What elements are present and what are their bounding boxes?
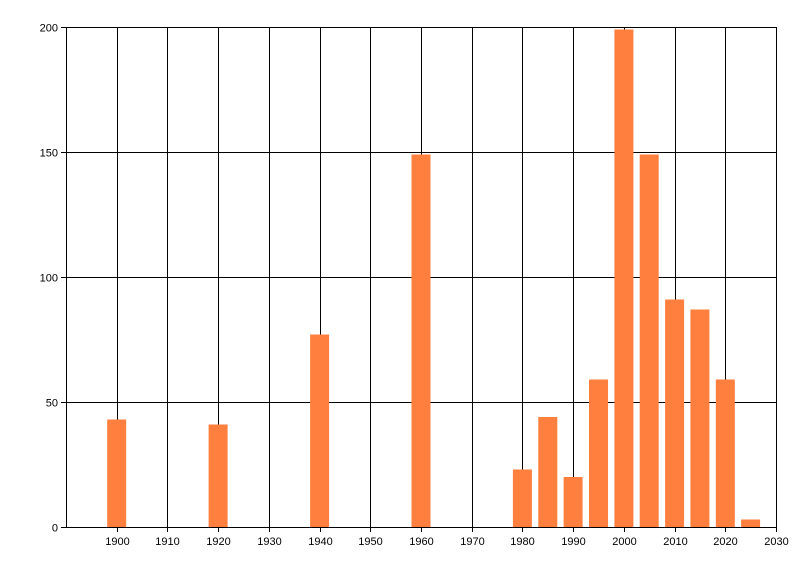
x-tick-label: 1940 — [308, 536, 332, 548]
bar — [563, 477, 583, 527]
x-tick-label: 1900 — [105, 536, 129, 548]
bar — [639, 154, 659, 527]
y-tick-label: 50 — [46, 398, 58, 410]
y-tick-label: 150 — [40, 148, 58, 160]
x-tick-label: 1970 — [460, 536, 484, 548]
x-tick-label: 1920 — [206, 536, 230, 548]
bar — [715, 379, 735, 527]
y-axis-ticks: 0 50 100 150 200 — [40, 23, 58, 535]
x-tick-label: 2010 — [663, 536, 687, 548]
x-tick-label: 2000 — [612, 536, 636, 548]
x-tick-label: 1910 — [155, 536, 179, 548]
x-tick-label: 1950 — [358, 536, 382, 548]
x-tick-label: 1930 — [257, 536, 281, 548]
bar — [208, 424, 228, 527]
bar-series — [107, 29, 761, 527]
x-axis-ticks: 1900 1910 1920 1930 1940 1950 1960 1970 1980 1990… — [105, 536, 788, 548]
bar — [665, 299, 685, 527]
x-tick-label: 1980 — [510, 536, 534, 548]
y-tick-label: 200 — [40, 23, 58, 35]
bar — [614, 29, 634, 527]
bar — [589, 379, 608, 527]
y-tick-label: 100 — [40, 273, 58, 285]
x-tick-label: 1960 — [409, 536, 433, 548]
y-tick-label: 0 — [52, 523, 58, 535]
x-tick-label: 2030 — [764, 536, 788, 548]
bar — [411, 154, 431, 527]
x-tick-label: 2020 — [713, 536, 737, 548]
bar — [512, 469, 532, 527]
bar — [538, 417, 558, 527]
x-tick-label: 1990 — [561, 536, 585, 548]
bar — [690, 309, 710, 527]
bar — [107, 419, 127, 527]
bar — [741, 519, 761, 527]
bar — [310, 334, 330, 527]
